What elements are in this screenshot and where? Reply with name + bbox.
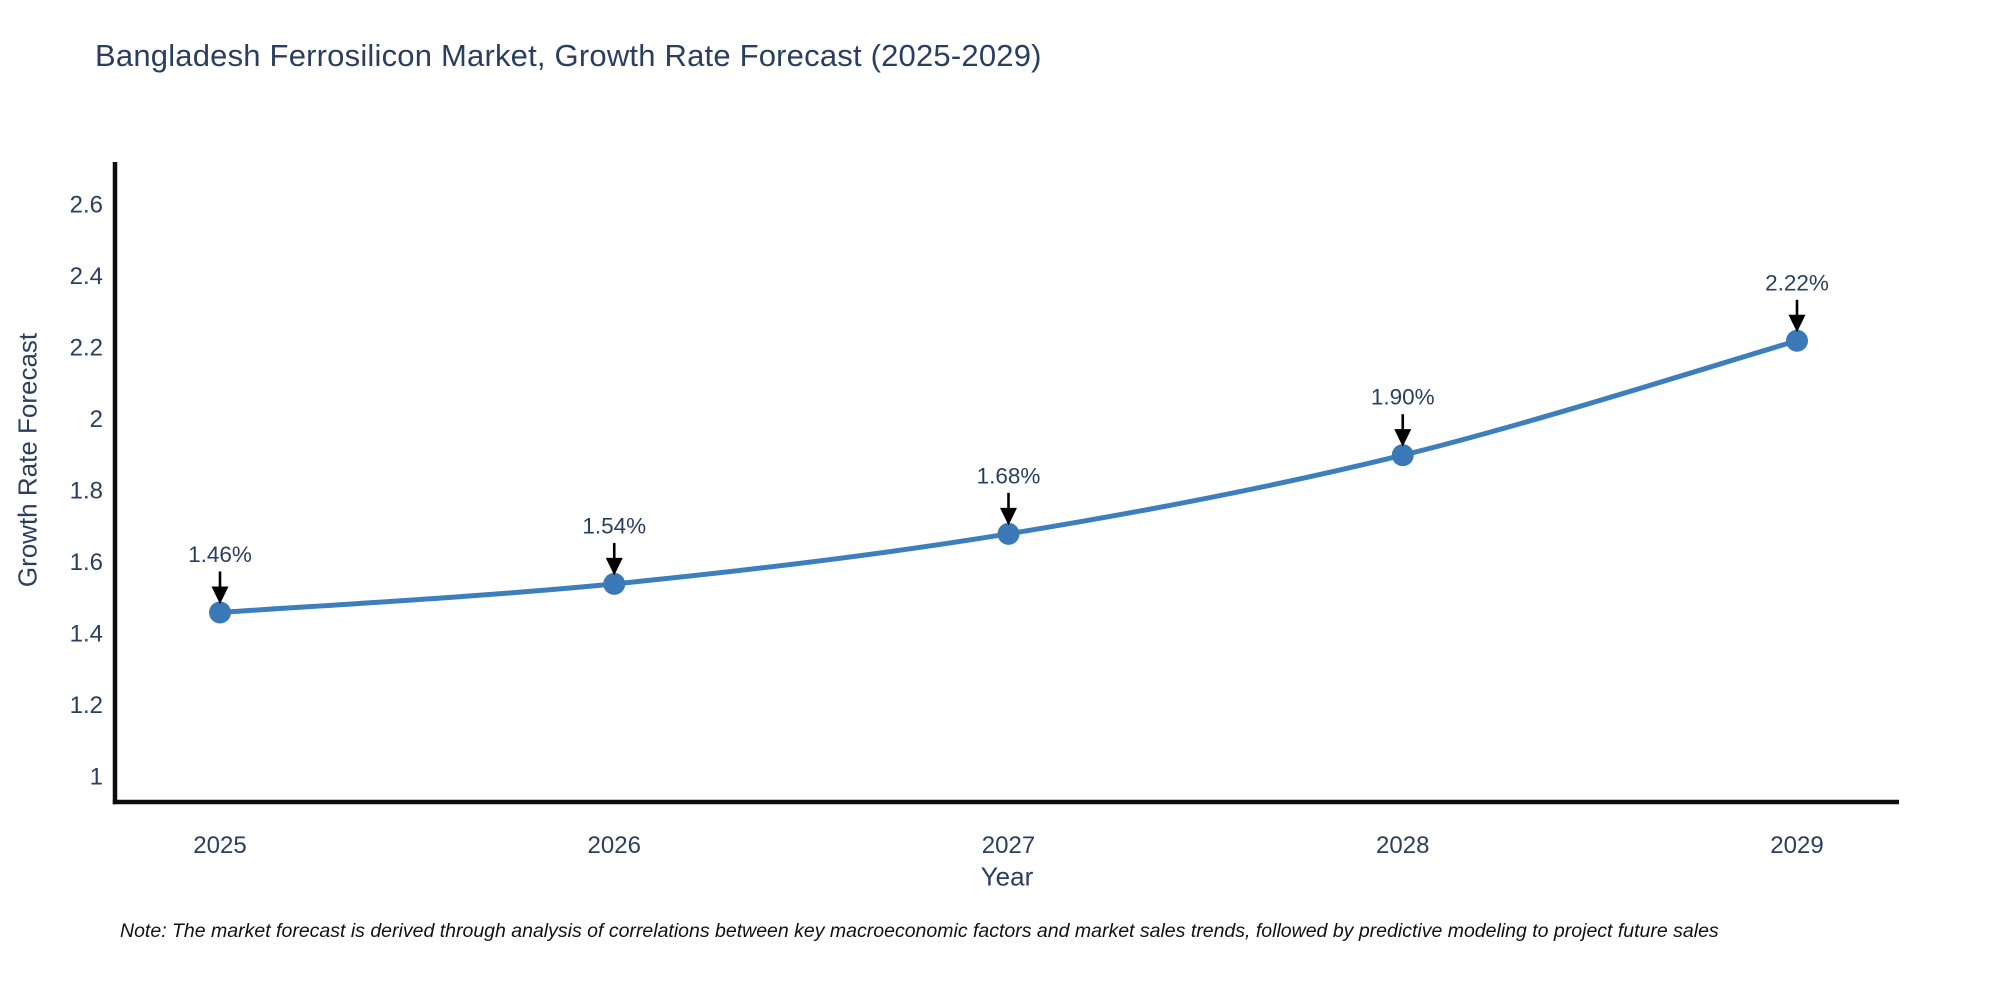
- footnote: Note: The market forecast is derived thr…: [120, 920, 1719, 942]
- y-tick-label: 1.8: [70, 477, 103, 504]
- x-tick-label: 2028: [1376, 832, 1429, 859]
- y-tick-label: 2.4: [70, 263, 103, 290]
- annotation-arrow-head: [1788, 314, 1806, 333]
- data-point-marker: [1391, 444, 1414, 467]
- data-point-label: 1.90%: [1371, 385, 1435, 410]
- data-point-marker: [209, 601, 231, 624]
- data-point-label: 1.54%: [582, 513, 646, 538]
- y-tick-label: 1.6: [70, 549, 103, 576]
- data-point-label: 2.22%: [1765, 270, 1829, 295]
- y-tick-label: 2: [90, 406, 103, 433]
- x-tick-label: 2025: [193, 832, 246, 859]
- y-tick-label: 1.2: [70, 692, 103, 719]
- data-point-label: 1.46%: [188, 542, 252, 567]
- annotation-arrow-head: [605, 557, 623, 576]
- x-tick-label: 2029: [1770, 832, 1823, 859]
- y-tick-label: 2.6: [70, 191, 103, 218]
- data-point-label: 1.68%: [977, 463, 1041, 488]
- annotation-arrow-head: [211, 586, 229, 605]
- chart-title: Bangladesh Ferrosilicon Market, Growth R…: [95, 38, 1042, 73]
- annotation-arrow-head: [1394, 429, 1412, 447]
- x-axis-title: Year: [980, 861, 1034, 892]
- data-point-marker: [603, 572, 626, 595]
- y-tick-label: 2.2: [70, 334, 103, 361]
- y-tick-label: 1.4: [70, 620, 103, 647]
- y-tick-label: 1: [90, 763, 103, 790]
- annotation-arrow-head: [1000, 507, 1017, 526]
- data-point-marker: [997, 522, 1020, 545]
- x-tick-label: 2026: [588, 832, 641, 859]
- y-axis-title: Growth Rate Forecast: [12, 332, 43, 588]
- data-point-marker: [1786, 329, 1808, 352]
- x-tick-label: 2027: [982, 832, 1035, 859]
